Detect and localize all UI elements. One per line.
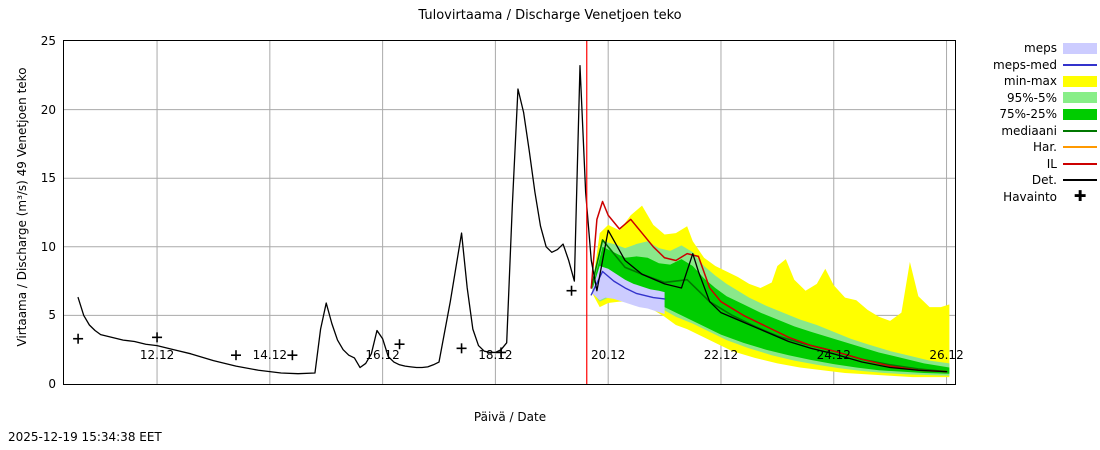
chart-svg (64, 41, 955, 384)
x-tick-label: 22.12 (703, 348, 739, 362)
legend-item-label: Har. (1032, 140, 1057, 155)
chart-legend: meps meps-med min-max 95%-5% 75%-25% mediaani… (965, 40, 1097, 205)
legend-item: Har. (965, 139, 1097, 156)
chart-title-text: Tulovirtaama / Discharge Venetjoen teko (418, 8, 682, 23)
legend-item-label: meps-med (993, 57, 1057, 72)
timestamp-label: 2025-12-19 15:34:38 EET (8, 430, 162, 444)
x-tick-label: 24.12 (816, 348, 851, 362)
x-tick-label: 26.12 (929, 348, 964, 362)
x-tick-label: 14.12 (252, 348, 287, 362)
x-tick-label: 20.12 (590, 348, 626, 362)
legend-item: IL (965, 156, 1097, 173)
legend-line-swatch (1063, 179, 1097, 182)
legend-band-swatch (1063, 92, 1097, 104)
y-tick-label: 5 (48, 308, 56, 323)
legend-item-label: Det. (1031, 173, 1057, 188)
plus-marker-icon: ✚ (1073, 187, 1087, 206)
plot-area (63, 40, 956, 385)
legend-item-label: Havainto (1003, 189, 1057, 204)
legend-item-label: 95%-5% (1006, 90, 1057, 105)
y-tick-label: 10 (40, 239, 56, 254)
legend-item: Det. (965, 172, 1097, 189)
legend-item: Havainto ✚ (965, 189, 1097, 206)
legend-band-swatch (1063, 42, 1097, 54)
y-tick-label: 20 (40, 102, 56, 117)
legend-item-label: meps (1024, 41, 1057, 56)
legend-item: min-max (965, 73, 1097, 90)
legend-line-swatch (1063, 63, 1097, 66)
legend-item: mediaani (965, 123, 1097, 140)
legend-line-swatch (1063, 146, 1097, 149)
x-tick-label: 12.12 (139, 348, 175, 362)
x-axis-label: Päivä / Date (473, 410, 547, 424)
y-tick-label: 0 (48, 377, 56, 391)
legend-band-swatch (1063, 75, 1097, 87)
legend-item: 75%-25% (965, 106, 1097, 123)
y-tick-label: 15 (40, 171, 56, 186)
legend-item: meps-med (965, 57, 1097, 74)
y-axis-label-text: Virtaama / Discharge (m³/s) 49 Venetjoen… (15, 67, 29, 347)
legend-band-swatch (1063, 108, 1097, 120)
legend-item-label: mediaani (1001, 123, 1057, 138)
legend-line-swatch (1063, 129, 1097, 132)
legend-item-label: 75%-25% (999, 107, 1057, 122)
legend-item-label: IL (1046, 156, 1057, 171)
legend-item: meps (965, 40, 1097, 57)
x-tick-label: 18.12 (478, 348, 513, 362)
legend-item-label: min-max (1003, 74, 1057, 89)
legend-item: 95%-5% (965, 90, 1097, 107)
chart-title: Tulovirtaama / Discharge Venetjoen teko (0, 8, 1100, 23)
y-tick-label: 25 (40, 34, 56, 48)
x-tick-label: 16.12 (365, 348, 400, 362)
legend-line-swatch (1063, 162, 1097, 165)
